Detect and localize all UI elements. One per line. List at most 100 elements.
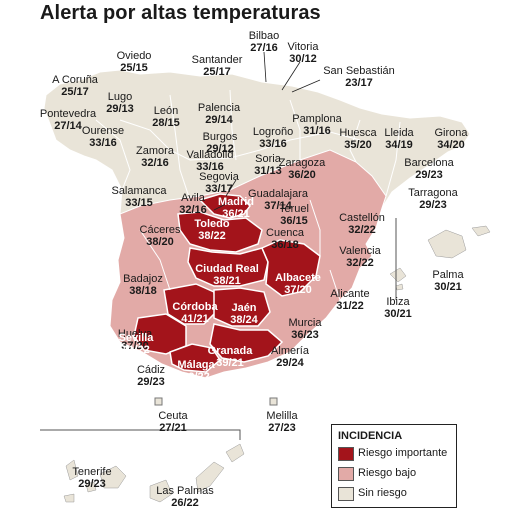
city-name: Oviedo	[116, 50, 152, 62]
city-label-ceuta: Ceuta 27/21	[158, 410, 187, 434]
city-name: Córdoba	[172, 301, 218, 313]
city-label-huesca: Huesca 35/20	[339, 127, 376, 151]
city-temps: 30/21	[384, 308, 412, 320]
city-label-almeria: Almería 29/24	[271, 345, 309, 369]
legend-title: INCIDENCIA	[338, 430, 403, 442]
city-label-castellon: Castellón 32/22	[339, 212, 385, 236]
city-label-burgos: Burgos 29/12	[203, 131, 238, 155]
city-name: Ceuta	[158, 410, 188, 422]
city-temps: 39/21	[216, 357, 244, 369]
city-temps: 33/17	[205, 183, 233, 195]
city-temps: 27/14	[54, 120, 82, 132]
city-name: Teruel	[279, 203, 309, 215]
city-temps: 31/13	[254, 165, 282, 177]
mallorca-island	[427, 229, 467, 259]
leader-lines	[213, 51, 321, 211]
city-temps: 32/16	[141, 157, 169, 169]
province-borders	[95, 89, 401, 301]
city-label-malaga: Málaga 29/22	[177, 359, 214, 383]
city-name: Bilbao	[248, 30, 280, 42]
city-temps: 33/15	[125, 197, 153, 209]
melilla-marker	[269, 397, 278, 406]
city-label-segovia: Segovia 33/17	[199, 171, 239, 195]
city-name: Murcia	[288, 317, 322, 329]
city-name: Toledo	[194, 218, 230, 230]
city-label-toledo: Toledo 38/22	[194, 218, 229, 242]
city-label-murcia: Murcia 36/23	[288, 317, 321, 341]
city-label-cadiz: Cádiz 29/23	[137, 364, 165, 388]
ibiza-island	[389, 267, 407, 283]
city-label-lugo: Lugo 29/13	[106, 91, 134, 115]
city-temps: 36/18	[271, 239, 299, 251]
city-label-ciudad-real: Ciudad Real 38/21	[195, 263, 259, 287]
city-temps: 36/15	[280, 215, 308, 227]
lanzarote-island	[225, 443, 245, 463]
city-temps: 37/20	[284, 284, 312, 296]
city-temps: 30/12	[289, 53, 317, 65]
city-name: Zaragoza	[278, 157, 326, 169]
city-label-logrono: Logroño 33/16	[253, 126, 293, 150]
city-label-ourense: Ourense 33/16	[82, 125, 124, 149]
legend: INCIDENCIA Riesgo importante Riesgo bajo…	[331, 424, 457, 508]
city-name: Ciudad Real	[195, 263, 259, 275]
high-risk-region-ciudad-real	[187, 247, 269, 287]
city-temps: 25/15	[120, 62, 148, 74]
city-temps: 35/20	[344, 139, 372, 151]
city-name: Granada	[207, 345, 253, 357]
high-risk-region-toledo	[177, 211, 263, 253]
city-label-lleida: Lleida 34/19	[384, 127, 413, 151]
city-name: Palencia	[197, 102, 241, 114]
city-label-caceres: Cáceres 38/20	[140, 224, 181, 248]
city-name: Málaga	[177, 359, 215, 371]
city-label-sevilla: Sevilla 41/22	[119, 332, 154, 356]
city-label-barcelona: Barcelona 29/23	[404, 157, 454, 181]
city-temps: 27/23	[268, 422, 296, 434]
high-risk-region-madrid	[198, 193, 251, 219]
city-label-tenerife: Tenerife 29/23	[72, 466, 111, 490]
canary-inset-frame	[40, 429, 241, 440]
city-temps: 38/21	[213, 275, 241, 287]
legend-label-none: Sin riesgo	[358, 487, 407, 499]
city-temps: 36/21	[222, 208, 250, 220]
city-temps: 25/17	[203, 66, 231, 78]
city-label-cuenca: Cuenca 36/18	[266, 227, 304, 251]
legend-swatch-none	[338, 487, 354, 501]
city-label-zaragoza: Zaragoza 36/20	[279, 157, 325, 181]
city-name: Sevilla	[118, 332, 154, 344]
city-name: Castellón	[339, 212, 385, 224]
city-label-badajoz: Badajoz 38/18	[123, 273, 163, 297]
city-name: Huesca	[339, 127, 377, 139]
city-label-jaen: Jaén 38/24	[230, 302, 258, 326]
city-name: Pamplona	[292, 113, 342, 125]
city-label-palencia: Palencia 29/14	[198, 102, 240, 126]
city-temps: 23/17	[345, 77, 373, 89]
city-temps: 33/16	[259, 138, 287, 150]
city-name: A Coruña	[52, 74, 98, 86]
city-label-granada: Granada 39/21	[208, 345, 253, 369]
city-label-leon: León 28/15	[152, 105, 180, 129]
city-temps: 36/23	[291, 329, 319, 341]
city-temps: 29/23	[415, 169, 443, 181]
fuerteventura-island	[195, 461, 225, 493]
city-temps: 41/22	[122, 344, 150, 356]
city-name: Tarragona	[408, 187, 458, 199]
city-name: Huelva	[117, 328, 153, 340]
city-label-teruel: Teruel 36/15	[279, 203, 309, 227]
formentera-island	[395, 283, 404, 291]
city-temps: 29/22	[182, 371, 210, 383]
city-temps: 29/14	[205, 114, 233, 126]
city-label-cordoba: Córdoba 41/21	[172, 301, 217, 325]
city-name: Ibiza	[386, 296, 410, 308]
city-label-vitoria: Vitoria 30/12	[288, 41, 319, 65]
city-label-albacete: Albacete 37/20	[275, 272, 321, 296]
city-label-guadalajara: Guadalajara 37/14	[248, 188, 308, 212]
city-name: Cáceres	[139, 224, 181, 236]
city-label-oviedo: Oviedo 25/15	[117, 50, 152, 74]
city-temps: 41/21	[181, 313, 209, 325]
city-temps: 38/24	[230, 314, 258, 326]
city-temps: 25/17	[61, 86, 89, 98]
city-name: Santander	[191, 54, 243, 66]
city-name: Pontevedra	[39, 108, 97, 120]
city-name: Valladolid	[186, 149, 234, 161]
